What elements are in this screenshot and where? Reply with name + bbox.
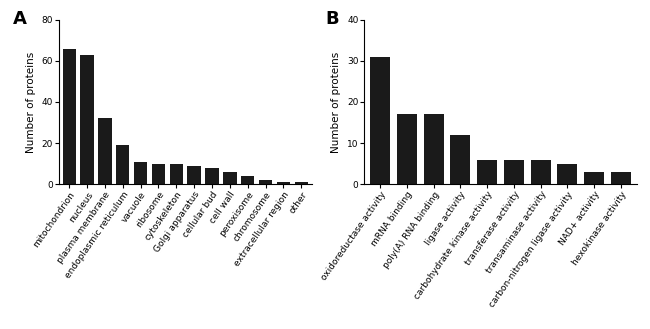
Text: A: A [13, 10, 27, 28]
Bar [205, 168, 218, 184]
Bar [611, 172, 631, 184]
Bar [370, 57, 390, 184]
Text: B: B [325, 10, 339, 28]
Bar [558, 164, 577, 184]
Bar [396, 114, 417, 184]
Bar [424, 114, 444, 184]
Bar [223, 172, 237, 184]
Bar [477, 160, 497, 184]
Bar [530, 160, 551, 184]
Bar [450, 135, 471, 184]
Bar [294, 182, 308, 184]
Y-axis label: Number of proteins: Number of proteins [332, 51, 341, 153]
Bar [241, 176, 254, 184]
Bar [584, 172, 604, 184]
Bar [116, 145, 129, 184]
Bar [187, 166, 201, 184]
Bar [81, 55, 94, 184]
Bar [504, 160, 524, 184]
Bar [277, 182, 290, 184]
Bar [98, 118, 112, 184]
Bar [170, 164, 183, 184]
Bar [134, 162, 148, 184]
Bar [62, 49, 76, 184]
Bar [152, 164, 165, 184]
Bar [259, 180, 272, 184]
Y-axis label: Number of proteins: Number of proteins [26, 51, 36, 153]
